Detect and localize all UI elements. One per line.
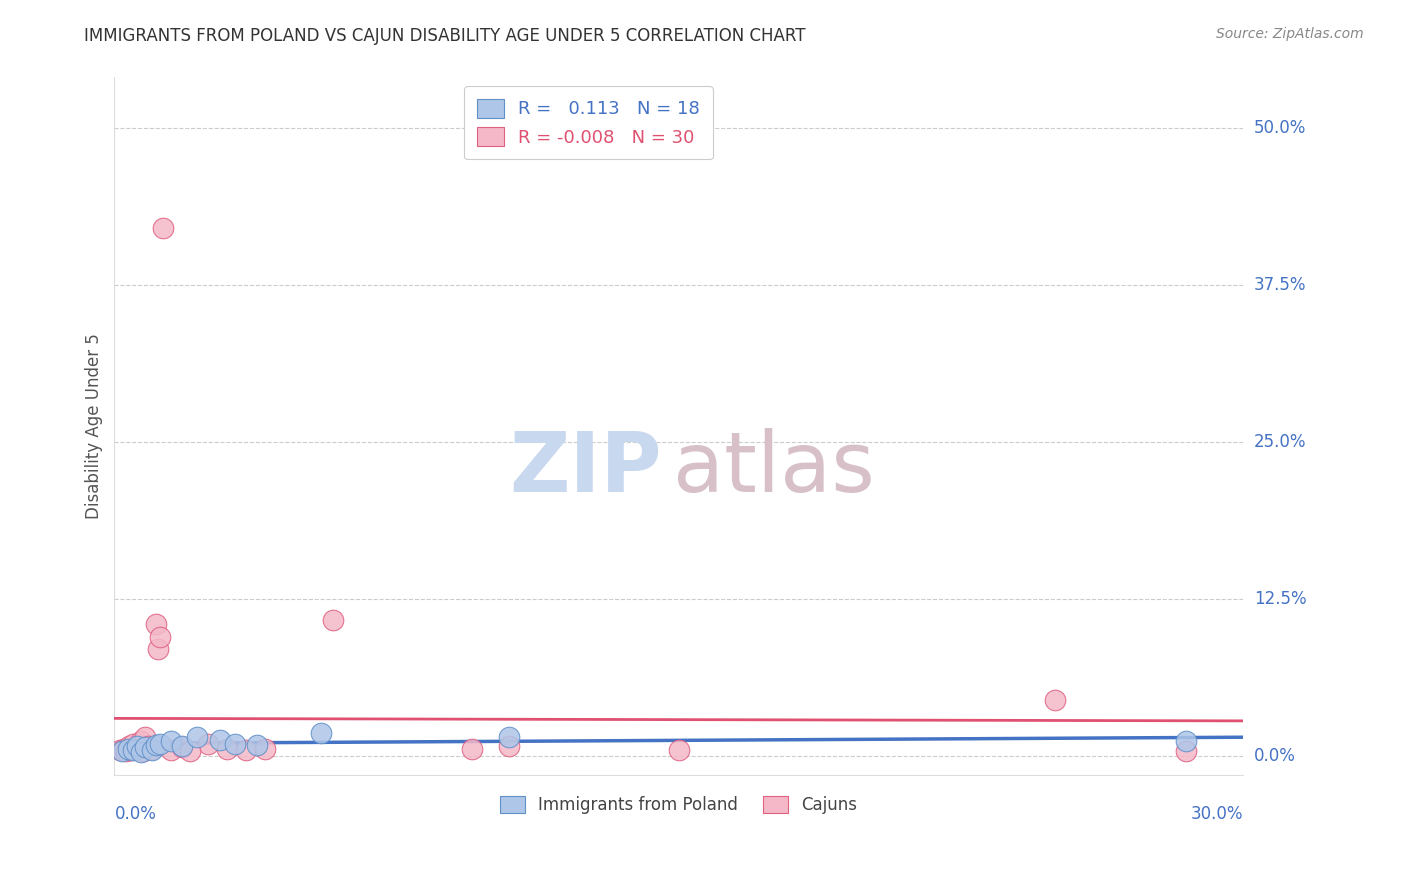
Text: Source: ZipAtlas.com: Source: ZipAtlas.com: [1216, 27, 1364, 41]
Point: [668, 743, 690, 757]
Point: [131, 744, 153, 758]
Point: [134, 730, 156, 744]
Text: ZIP: ZIP: [509, 427, 662, 508]
Point: [114, 744, 136, 758]
Point: [112, 741, 135, 756]
Text: 50.0%: 50.0%: [1254, 119, 1306, 136]
Point: [148, 630, 170, 644]
Point: [146, 642, 169, 657]
Point: [160, 734, 183, 748]
Point: [322, 613, 344, 627]
Text: 25.0%: 25.0%: [1254, 433, 1306, 450]
Point: [179, 744, 201, 758]
Text: 30.0%: 30.0%: [1191, 805, 1243, 823]
Point: [128, 740, 150, 755]
Point: [1043, 692, 1066, 706]
Text: 37.5%: 37.5%: [1254, 276, 1306, 293]
Point: [122, 743, 145, 757]
Point: [498, 739, 520, 753]
Point: [224, 737, 246, 751]
Text: 12.5%: 12.5%: [1254, 590, 1306, 608]
Point: [134, 740, 156, 755]
Text: atlas: atlas: [673, 427, 875, 508]
Point: [235, 743, 257, 757]
Point: [461, 741, 484, 756]
Y-axis label: Disability Age Under 5: Disability Age Under 5: [86, 334, 103, 519]
Legend: Immigrants from Poland, Cajuns: Immigrants from Poland, Cajuns: [492, 788, 866, 822]
Point: [145, 617, 167, 632]
Point: [246, 738, 269, 752]
Point: [498, 730, 520, 744]
Text: 0.0%: 0.0%: [114, 805, 156, 823]
Point: [120, 743, 142, 757]
Point: [125, 739, 148, 753]
Point: [129, 745, 152, 759]
Point: [186, 730, 208, 744]
Point: [117, 741, 139, 756]
Point: [141, 741, 163, 756]
Point: [172, 740, 194, 755]
Point: [136, 739, 159, 753]
Point: [152, 221, 174, 235]
Point: [1175, 744, 1198, 758]
Point: [108, 743, 131, 757]
Point: [118, 739, 141, 753]
Text: IMMIGRANTS FROM POLAND VS CAJUN DISABILITY AGE UNDER 5 CORRELATION CHART: IMMIGRANTS FROM POLAND VS CAJUN DISABILI…: [84, 27, 806, 45]
Point: [160, 743, 183, 757]
Point: [1175, 734, 1198, 748]
Point: [217, 741, 239, 756]
Point: [197, 737, 219, 751]
Point: [208, 732, 231, 747]
Point: [125, 741, 148, 756]
Point: [148, 737, 170, 751]
Point: [145, 738, 167, 752]
Text: 0.0%: 0.0%: [1254, 747, 1296, 765]
Point: [129, 734, 152, 748]
Point: [141, 743, 163, 757]
Point: [311, 726, 333, 740]
Point: [172, 739, 194, 753]
Point: [111, 744, 134, 758]
Point: [253, 741, 276, 756]
Point: [122, 737, 145, 751]
